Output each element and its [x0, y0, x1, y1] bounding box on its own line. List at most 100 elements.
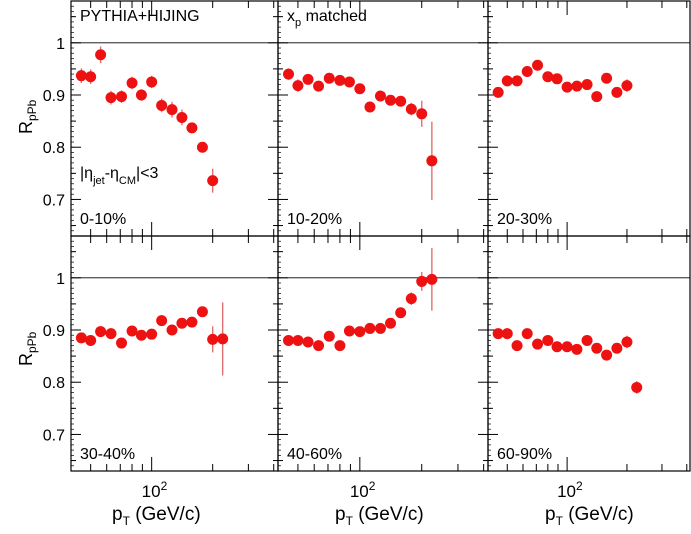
- y-tick-label: 0.9: [43, 323, 65, 340]
- data-point: [591, 91, 603, 103]
- data-point: [561, 81, 573, 93]
- data-point: [385, 94, 397, 106]
- data-point: [521, 66, 533, 77]
- xlabel-unit: (GeV/c): [130, 504, 201, 525]
- data-point: [501, 328, 513, 340]
- data-point: [313, 340, 325, 352]
- ylabel-main: R: [16, 353, 36, 366]
- data-point: [217, 333, 229, 345]
- panel-grid: 1 0.9 0.8 0.7 0-10% 10-20% 20-30% 1 0.9 0.8 0.7 102…: [43, 0, 691, 501]
- data-point: [405, 103, 417, 115]
- data-point: [532, 59, 544, 71]
- data-point: [374, 322, 386, 334]
- data-point: [85, 71, 97, 83]
- xlabel-sub: T: [346, 514, 354, 528]
- x-tick-label: 102: [350, 479, 376, 501]
- data-point: [334, 74, 346, 86]
- data-point: [135, 89, 147, 101]
- data-point: [364, 101, 376, 113]
- x-tick-label: 102: [142, 479, 168, 501]
- data-point: [116, 91, 128, 103]
- data-point: [343, 76, 355, 88]
- data-point: [511, 75, 523, 87]
- y-tick-label: 1: [56, 36, 65, 53]
- panel-0-10%: 1 0.9 0.8 0.7 0-10%: [43, 0, 279, 237]
- data-point: [571, 343, 583, 355]
- data-point: [405, 293, 417, 305]
- y-axis-label-top: RpPb: [16, 99, 39, 134]
- data-point: [492, 328, 504, 340]
- data-point: [176, 111, 188, 123]
- panel-frame: [487, 235, 691, 472]
- data-point: [292, 80, 304, 92]
- data-point: [581, 79, 593, 91]
- data-point: [146, 328, 158, 340]
- x-axis-label-2: pT (GeV/c): [335, 504, 424, 528]
- data-point: [166, 104, 178, 116]
- ylabel-main: R: [16, 121, 36, 134]
- data-point: [75, 70, 87, 82]
- data-point: [571, 80, 583, 92]
- data-point: [611, 342, 623, 354]
- ylabel-sub: pPb: [25, 99, 39, 121]
- data-point: [591, 342, 603, 354]
- ylabel-sub: pPb: [25, 331, 39, 353]
- data-point: [542, 334, 554, 346]
- data-point: [561, 341, 573, 353]
- data-point: [323, 330, 335, 342]
- xlabel-sub: T: [556, 514, 564, 528]
- data-point: [283, 334, 295, 346]
- xlabel-unit: (GeV/c): [353, 504, 424, 525]
- x-tick-label: 102: [557, 479, 583, 501]
- eta-cm-sub: CM: [119, 175, 136, 187]
- data-point: [105, 92, 117, 104]
- panel-20-30%: 20-30%: [487, 0, 691, 237]
- data-point: [601, 72, 613, 84]
- y-tick-label: 0.7: [43, 427, 65, 444]
- annotation-eta-cut: |ηjet-ηCM|<3: [80, 165, 159, 187]
- data-point: [156, 315, 168, 327]
- y-tick-label: 1: [56, 271, 65, 288]
- data-point: [126, 77, 138, 89]
- y-tick-label: 0.7: [43, 192, 65, 209]
- data-point: [395, 307, 407, 319]
- data-point: [532, 338, 544, 350]
- y-tick-label: 0.9: [43, 88, 65, 105]
- annotation-xp-matched: xp matched: [287, 8, 367, 29]
- data-point: [354, 83, 366, 95]
- panel-10-20%: 10-20%: [277, 0, 489, 237]
- xlabel-main: p: [335, 504, 346, 525]
- panel-frame: [70, 0, 279, 237]
- eta-open: |η: [80, 165, 93, 182]
- panel-frame: [487, 0, 691, 237]
- data-point: [146, 76, 158, 88]
- centrality-label: 60-90%: [497, 446, 552, 463]
- data-point: [95, 49, 107, 61]
- data-point: [292, 334, 304, 346]
- xlabel-main: p: [112, 504, 123, 525]
- data-point: [176, 317, 188, 329]
- data-point: [374, 90, 386, 102]
- panel-frame: [277, 0, 489, 237]
- data-point: [207, 175, 219, 187]
- data-point: [426, 155, 438, 167]
- data-point: [126, 325, 138, 337]
- centrality-label: 10-20%: [287, 211, 342, 228]
- data-point: [551, 73, 563, 85]
- data-point: [95, 326, 107, 338]
- panel-40-60%: 102 40-60%: [277, 235, 489, 501]
- data-point: [196, 306, 208, 318]
- centrality-label: 30-40%: [80, 446, 135, 463]
- data-point: [302, 73, 314, 85]
- data-point: [426, 273, 438, 285]
- centrality-label: 0-10%: [80, 211, 126, 228]
- data-point: [75, 332, 87, 344]
- data-point: [354, 326, 366, 338]
- data-point: [343, 325, 355, 337]
- data-point: [511, 340, 523, 352]
- data-point: [611, 86, 623, 98]
- data-point: [116, 337, 128, 349]
- eta-mid: -η: [105, 165, 119, 182]
- data-point: [186, 316, 198, 328]
- data-point: [416, 275, 428, 287]
